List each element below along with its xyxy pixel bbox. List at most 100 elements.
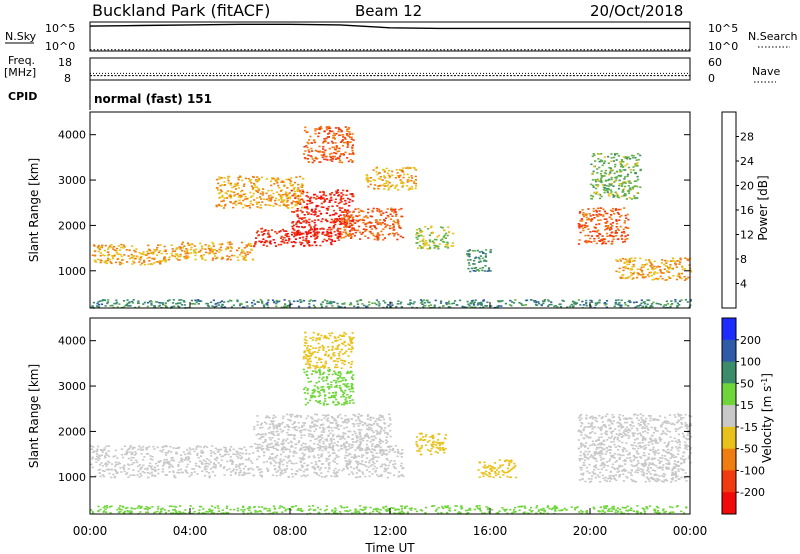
scatter-cell — [285, 204, 288, 206]
scatter-cell — [389, 213, 392, 216]
scatter-cell — [199, 455, 203, 457]
scatter-cell — [501, 300, 504, 302]
scatter-cell — [335, 152, 338, 155]
scatter-cell — [370, 222, 373, 224]
scatter-cell — [305, 195, 308, 197]
scatter-cell — [241, 255, 244, 258]
scatter-cell — [340, 221, 343, 224]
scatter-cell — [313, 141, 317, 144]
scatter-cell — [132, 469, 135, 471]
scatter-cell — [317, 465, 320, 468]
scatter-cell — [626, 173, 630, 176]
scatter-cell — [130, 459, 133, 461]
scatter-cell — [353, 305, 356, 308]
scatter-cell — [255, 190, 258, 192]
scatter-cell — [99, 261, 102, 264]
scatter-cell — [286, 431, 289, 434]
scatter-cell — [418, 448, 421, 450]
scatter-cell — [224, 192, 227, 194]
scatter-cell — [236, 455, 239, 458]
scatter-cell — [347, 430, 350, 433]
scatter-cell — [639, 257, 642, 260]
scatter-cell — [611, 225, 614, 227]
scatter-cell — [245, 458, 248, 461]
scatter-cell — [309, 366, 312, 369]
scatter-cell — [311, 339, 314, 341]
scatter-cell — [325, 239, 328, 242]
scatter-cell — [360, 449, 364, 451]
scatter-cell — [264, 433, 267, 436]
scatter-cell — [175, 451, 178, 454]
scatter-cell — [666, 303, 669, 305]
scatter-cell — [659, 303, 662, 306]
scatter-cell — [240, 302, 243, 305]
scatter-cell — [416, 238, 419, 240]
scatter-cell — [223, 301, 226, 303]
scatter-cell — [594, 187, 598, 190]
scatter-cell — [204, 445, 207, 447]
scatter-cell — [308, 433, 311, 435]
scatter-cell — [104, 455, 107, 457]
scatter-cell — [325, 234, 328, 237]
scatter-cell — [327, 337, 330, 340]
scatter-cell — [624, 258, 627, 261]
scatter-cell — [295, 425, 298, 428]
scatter-cell — [337, 401, 340, 403]
scatter-cell — [115, 247, 119, 250]
scatter-cell — [178, 259, 181, 261]
scatter-cell — [327, 205, 330, 208]
scatter-cell — [320, 196, 323, 199]
scatter-cell — [287, 418, 290, 421]
scatter-cell — [250, 196, 253, 198]
scatter-cell — [317, 418, 320, 421]
scatter-cell — [313, 214, 316, 216]
scatter-cell — [187, 456, 190, 458]
scatter-cell — [356, 215, 359, 218]
scatter-cell — [306, 389, 309, 392]
scatter-cell — [630, 198, 633, 200]
scatter-cell — [309, 135, 312, 138]
scatter-cell — [123, 464, 126, 467]
scatter-cell — [146, 250, 149, 253]
scatter-cell — [400, 180, 403, 183]
scatter-cell — [200, 451, 203, 454]
scatter-cell — [595, 213, 598, 216]
scatter-cell — [98, 463, 102, 466]
scatter-cell — [196, 454, 199, 456]
scatter-cell — [651, 305, 654, 308]
scatter-cell — [393, 228, 396, 231]
scatter-cell — [303, 429, 306, 431]
scatter-cell — [372, 417, 375, 419]
scatter-cell — [172, 471, 175, 474]
scatter-cell — [285, 233, 288, 235]
scatter-cell — [614, 191, 617, 194]
scatter-cell — [359, 238, 362, 240]
scatter-cell — [310, 210, 313, 212]
scatter-cell — [269, 240, 272, 242]
scatter-cell — [159, 244, 162, 246]
scatter-cell — [339, 231, 342, 233]
scatter-cell — [306, 388, 309, 390]
scatter-cell — [333, 301, 336, 303]
scatter-cell — [312, 449, 315, 451]
scatter-cell — [185, 255, 188, 257]
scatter-cell — [229, 194, 232, 196]
scatter-cell — [125, 450, 128, 453]
scatter-cell — [331, 160, 334, 162]
scatter-cell — [197, 456, 200, 459]
scatter-cell — [472, 301, 475, 304]
scatter-cell — [336, 366, 339, 369]
scatter-cell — [348, 131, 351, 133]
scatter-cell — [223, 181, 226, 183]
scatter-cell — [389, 472, 392, 475]
scatter-cell — [402, 475, 405, 478]
scatter-cell — [270, 420, 273, 422]
scatter-cell — [476, 249, 479, 252]
scatter-cell — [335, 475, 338, 478]
scatter-cell — [354, 456, 357, 459]
scatter-cell — [678, 300, 682, 302]
scatter-cell — [244, 254, 247, 256]
scatter-cell — [140, 255, 143, 258]
scatter-cell — [445, 303, 448, 306]
scatter-cell — [364, 423, 367, 425]
